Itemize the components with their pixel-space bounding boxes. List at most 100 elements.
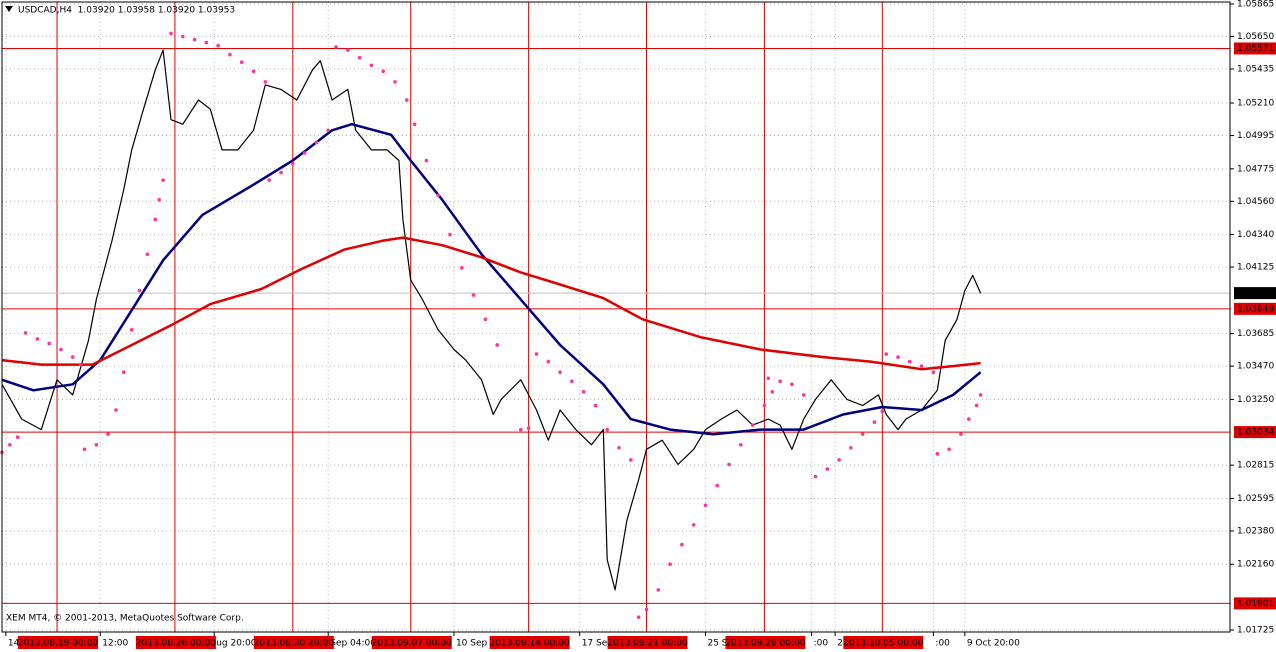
sar-dot: [145, 252, 150, 257]
sar-dot: [94, 442, 99, 447]
sar-dot: [239, 60, 244, 65]
price-line: [1, 49, 982, 591]
y-tick-label: 1.01725: [1237, 626, 1274, 636]
sar-dot: [518, 427, 523, 432]
vertical-line-label: 2013.08.26 00:00: [136, 639, 217, 649]
vertical-line-label-box: [843, 636, 924, 649]
y-tick-label: 1.03685: [1237, 329, 1274, 339]
footer: XEM MT4, © 2001-2013, MetaQuotes Softwar…: [6, 614, 244, 624]
sar-dot: [680, 542, 684, 547]
sar-dot: [880, 409, 885, 414]
sar-dot: [460, 266, 464, 270]
sar-dot: [23, 331, 28, 335]
sar-dot: [825, 467, 830, 471]
level-label-box: [1234, 426, 1276, 439]
sar-dot: [471, 293, 476, 297]
sar-dot: [35, 337, 40, 341]
y-tick-label: 1.02595: [1237, 494, 1274, 504]
vertical-line-label-box: [489, 636, 570, 649]
x-tick-label: 25 Se: [707, 639, 733, 649]
sar-dot: [546, 359, 551, 364]
sar-dot: [837, 458, 841, 462]
sar-dot: [70, 355, 75, 359]
sar-dot: [558, 370, 562, 374]
sar-dot: [727, 462, 731, 467]
price-line: [1, 236, 981, 371]
sar-dot: [872, 420, 877, 424]
y-tick-label: 1.02380: [1237, 526, 1274, 536]
sar-dot: [334, 45, 338, 49]
sar-dot: [393, 80, 397, 84]
sar-dot: [978, 393, 983, 397]
y-tick-label: 1.05865: [1237, 0, 1274, 10]
sar-dot: [959, 432, 963, 436]
sar-dot: [656, 588, 661, 592]
vertical-line-label-box: [253, 636, 334, 649]
sar-dot: [424, 158, 429, 163]
sar-dot: [216, 43, 220, 48]
sar-dot: [884, 352, 889, 356]
sar-dot: [801, 393, 806, 397]
vertical-line-label: 2013.09.21 00:00: [607, 639, 688, 649]
sar-dot: [668, 562, 672, 567]
vertical-line-label: 2013.10.05 00:00: [843, 639, 924, 649]
vertical-line-label: 2013.08.19 00:00: [18, 639, 99, 649]
sar-dot: [8, 442, 12, 447]
sar-dot: [896, 355, 900, 359]
sar-dot: [908, 359, 912, 364]
sar-dot: [860, 432, 865, 436]
vertical-line-label-box: [725, 636, 806, 649]
sar-dot: [302, 151, 307, 155]
sar-dot: [947, 447, 951, 452]
sar-dot: [966, 417, 971, 421]
sar-dot: [161, 178, 165, 182]
y-tick-label: 1.05435: [1237, 65, 1274, 75]
sar-dot: [790, 382, 794, 387]
sar-dot: [715, 483, 720, 488]
sar-dot: [581, 390, 586, 394]
x-tick-label: :00: [814, 639, 829, 649]
sar-dot: [314, 140, 319, 145]
sar-dot: [593, 403, 598, 408]
sar-dot: [570, 379, 574, 384]
sar-dot: [369, 63, 374, 68]
level-label: 1.03849: [1237, 304, 1274, 314]
vertical-line-label: 2013.09.07 00:00: [372, 639, 453, 649]
sar-dot: [169, 31, 173, 36]
level-label: 1.05571: [1237, 44, 1274, 54]
sar-dot: [82, 447, 87, 452]
vertical-line-label-box: [135, 636, 216, 649]
sar-dot: [691, 523, 696, 527]
vertical-line-label-box: [371, 636, 452, 649]
sar-dot: [974, 403, 979, 408]
sar-dot: [483, 317, 488, 322]
y-tick-label: 1.04995: [1237, 131, 1274, 141]
price-line: [1, 122, 982, 436]
sar-dot: [849, 445, 853, 450]
menu-triangle: [5, 6, 13, 12]
last-price-label: 1.03953: [1237, 289, 1274, 299]
sar-dot: [59, 347, 63, 352]
level-label-box: [1234, 597, 1276, 610]
y-tick-label: 1.05650: [1237, 32, 1274, 42]
sar-dot: [192, 37, 197, 42]
x-tick-label: ug 20:00: [216, 639, 256, 649]
sar-dot: [931, 370, 936, 374]
sar-dot: [404, 98, 409, 102]
sar-dot: [357, 55, 362, 60]
plot-frame: [1, 1, 1231, 633]
sar-dot: [204, 40, 209, 45]
sar-dot: [47, 341, 51, 346]
level-label: 1.01901: [1237, 599, 1274, 609]
sar-dot: [137, 288, 142, 293]
sar-dot: [778, 379, 782, 384]
y-tick-label: 1.04775: [1237, 164, 1274, 174]
x-tick-label: 12:00: [102, 639, 128, 649]
sar-dot: [263, 80, 268, 84]
y-tick-label: 1.04560: [1237, 197, 1274, 207]
sar-dot: [180, 34, 185, 39]
levels: [2, 2, 1230, 632]
sar-dot: [228, 52, 232, 57]
sar-dot: [106, 432, 110, 436]
